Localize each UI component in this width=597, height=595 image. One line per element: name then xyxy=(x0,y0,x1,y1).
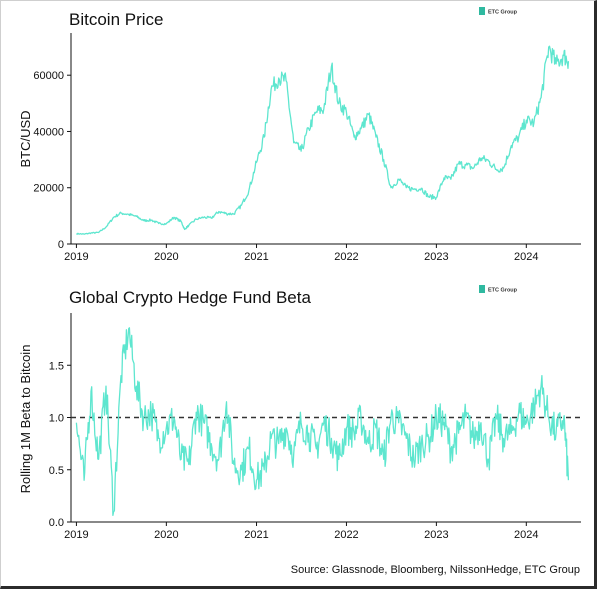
x-tick-label: 2022 xyxy=(334,529,358,541)
logo-text: ETC Group xyxy=(488,10,518,16)
panel-hedge-fund-beta: Global Crypto Hedge Fund Beta Rolling 1M… xyxy=(18,285,581,541)
x-tick-label: 2022 xyxy=(334,251,358,263)
logo-mark xyxy=(479,7,485,15)
y-tick-label: 20000 xyxy=(33,183,64,195)
y-tick-label: 0 xyxy=(58,239,64,251)
x-tick-label: 2019 xyxy=(64,251,88,263)
x-tick-label: 2021 xyxy=(244,529,268,541)
logo: ETC Group xyxy=(479,7,518,16)
x-tick-label: 2024 xyxy=(514,529,538,541)
x-tick-label: 2023 xyxy=(424,251,448,263)
logo: ETC Group xyxy=(479,285,518,294)
x-tick-label: 2023 xyxy=(424,529,448,541)
y-tick-label: 1.5 xyxy=(49,360,64,372)
logo-mark xyxy=(479,285,485,293)
chart-title: Global Crypto Hedge Fund Beta xyxy=(69,288,311,307)
logo-text: ETC Group xyxy=(488,288,518,294)
x-tick-label: 2019 xyxy=(64,529,88,541)
x-tick-label: 2020 xyxy=(154,251,178,263)
x-tick-label: 2021 xyxy=(244,251,268,263)
series-line xyxy=(75,327,570,517)
y-axis-label: BTC/USD xyxy=(18,110,33,167)
panel-bitcoin-price: Bitcoin Price BTC/USD ETC Group 0 20000 40… xyxy=(18,7,581,263)
x-tick-label: 2020 xyxy=(154,529,178,541)
series-line xyxy=(76,45,570,235)
source-note: Source: Glassnode, Bloomberg, NilssonHed… xyxy=(290,564,580,576)
chart-title: Bitcoin Price xyxy=(69,10,163,29)
y-tick-label: 0.5 xyxy=(49,465,64,477)
y-axis-label: Rolling 1M Beta to Bitcoin xyxy=(18,345,33,494)
series-path xyxy=(76,45,570,235)
y-tick-label: 1.0 xyxy=(49,413,64,425)
y-tick-label: 60000 xyxy=(33,70,64,82)
y-tick-label: 40000 xyxy=(33,126,64,138)
axes: 0 20000 40000 60000 2019 2020 2021 2022 2023 2024 xyxy=(33,33,581,263)
x-tick-label: 2024 xyxy=(514,251,538,263)
y-tick-label: 0.0 xyxy=(49,517,64,529)
series-path xyxy=(75,327,570,517)
